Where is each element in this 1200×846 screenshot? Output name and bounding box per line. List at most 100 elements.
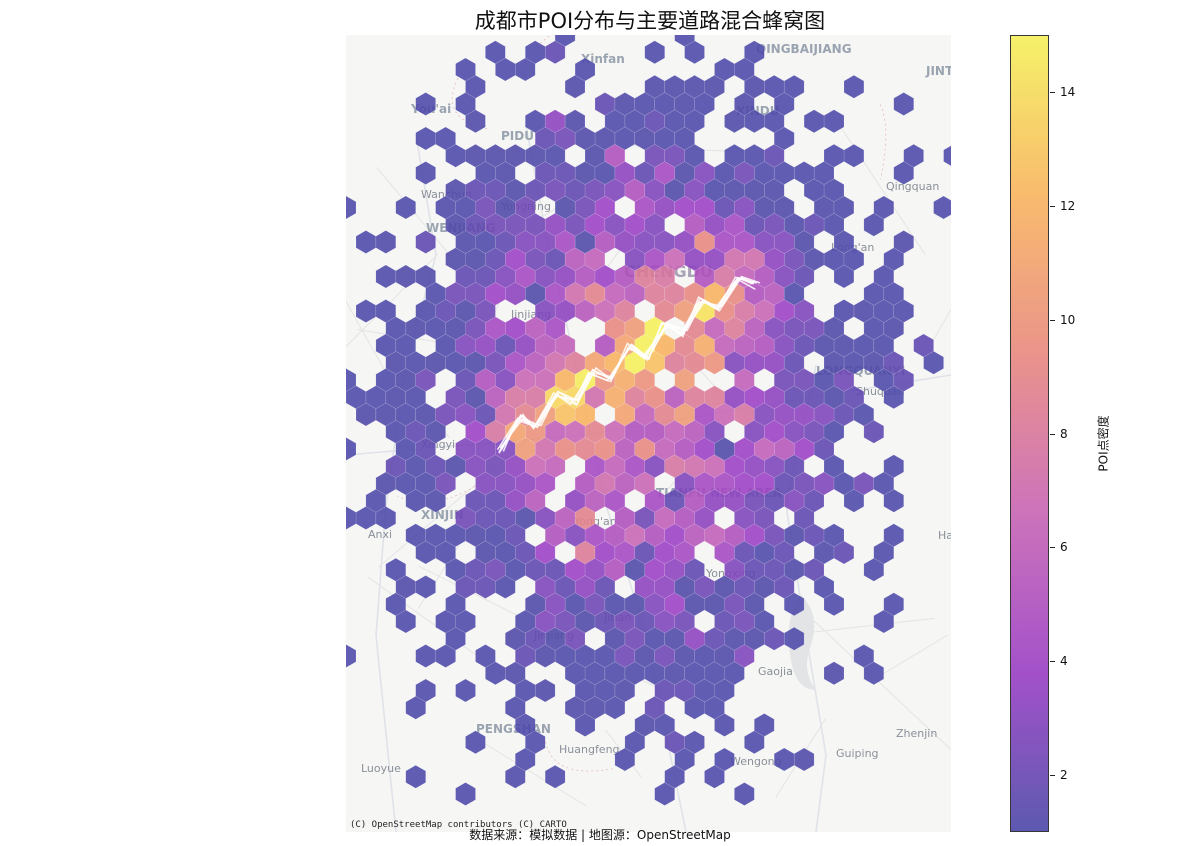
hexbin [574, 57, 596, 82]
hexbin [594, 264, 616, 289]
basemap-road [929, 308, 951, 346]
hexbin [405, 696, 426, 720]
hexbin [873, 471, 895, 496]
hexbin [714, 57, 735, 82]
map-label: Hailu [938, 529, 951, 542]
hexbin [495, 506, 516, 530]
hexbin [594, 333, 616, 358]
hexbin [624, 282, 646, 306]
hexbin [455, 678, 476, 703]
map-label: Anxi [368, 528, 392, 541]
colorbar: 2 4 6 8 10 12 14 [1010, 35, 1075, 832]
hexbin [883, 385, 904, 410]
hexbin [495, 575, 516, 599]
hexbin [744, 316, 765, 341]
hexbin [534, 678, 556, 703]
chart-title: 成都市POI分布与主要道路混合蜂窝图 [474, 9, 826, 33]
hexbin [714, 713, 735, 737]
hexbin [793, 471, 815, 496]
colorbar-tick-label: 14 [1060, 84, 1076, 99]
hexbin [455, 92, 476, 116]
hexbin [594, 299, 616, 323]
hexbin [823, 523, 845, 548]
hexbin [515, 609, 536, 634]
hexbin [554, 126, 576, 151]
colorbar-tick-label: 4 [1060, 654, 1068, 669]
hexbin [803, 385, 825, 410]
hexbin [604, 420, 626, 444]
hexbin [534, 437, 556, 461]
colorbar-tick [1050, 205, 1055, 207]
hexbin [534, 471, 556, 496]
hexbin [346, 368, 357, 392]
hexbin [724, 144, 745, 168]
hexbin [803, 558, 825, 582]
hexbin [664, 351, 685, 375]
map-label: Luoyue [361, 762, 401, 775]
hexbin [694, 678, 715, 703]
hexbin [405, 523, 426, 548]
hexbin [724, 489, 745, 513]
map-label: Wengong [730, 755, 782, 768]
hexbin [395, 195, 416, 220]
hexbin [415, 161, 436, 185]
hexbin [624, 592, 646, 617]
hexbin [823, 661, 845, 686]
hexbin [833, 230, 855, 254]
hexbin [544, 765, 566, 789]
hexbin [893, 92, 914, 116]
hexbin [734, 540, 755, 565]
hexbin [435, 402, 456, 427]
hexbin [674, 35, 695, 47]
hexbin [764, 385, 785, 410]
map-label: PIDU [501, 129, 534, 143]
hexbin [823, 420, 845, 444]
hexbin [783, 75, 805, 99]
colorbar-tick [1050, 319, 1055, 321]
hexbin [783, 316, 805, 341]
hexbin [823, 109, 845, 134]
colorbar-tick [1050, 775, 1055, 777]
hexbin [724, 351, 745, 375]
hexbin [714, 575, 735, 599]
hexbin [455, 782, 476, 806]
hexbin [833, 299, 855, 323]
hexbin [594, 471, 616, 496]
hexbin [823, 454, 845, 479]
hexbin [903, 144, 924, 168]
hexbin [415, 471, 436, 496]
colorbar-tick [1050, 91, 1055, 93]
hexbin [485, 661, 506, 686]
hexbin [863, 282, 885, 306]
hexbin [823, 592, 845, 617]
admin-boundary [535, 35, 551, 47]
colorbar-tick-label: 8 [1060, 426, 1068, 441]
road-line [498, 276, 754, 454]
map-panel[interactable]: XinfanQINGBAIJIANGJINTANGYou'aiPIDUXINDU… [346, 35, 951, 832]
basemap-road [802, 617, 935, 634]
hexbin [614, 506, 636, 530]
hexbin [465, 178, 486, 203]
hexbin [594, 161, 616, 185]
colorbar-gradient [1010, 35, 1049, 832]
hexbin [525, 109, 546, 134]
hexbin [893, 230, 914, 254]
hexbin [375, 264, 397, 289]
hexbin [863, 558, 885, 582]
hexbin [823, 351, 845, 375]
basemap-road [807, 615, 951, 751]
hexbin [933, 195, 951, 220]
hexbin [465, 730, 486, 755]
hexbin [544, 247, 566, 272]
hexbin [773, 161, 795, 185]
hexbin [704, 247, 725, 272]
road-line [498, 276, 757, 453]
hexbin [405, 385, 426, 410]
hexbin [415, 92, 436, 116]
hexbin [614, 747, 636, 772]
hexbin [554, 609, 576, 634]
hexbin [445, 523, 466, 548]
hexbin [525, 730, 546, 755]
hexbin [783, 282, 805, 306]
hexbin [385, 316, 407, 341]
